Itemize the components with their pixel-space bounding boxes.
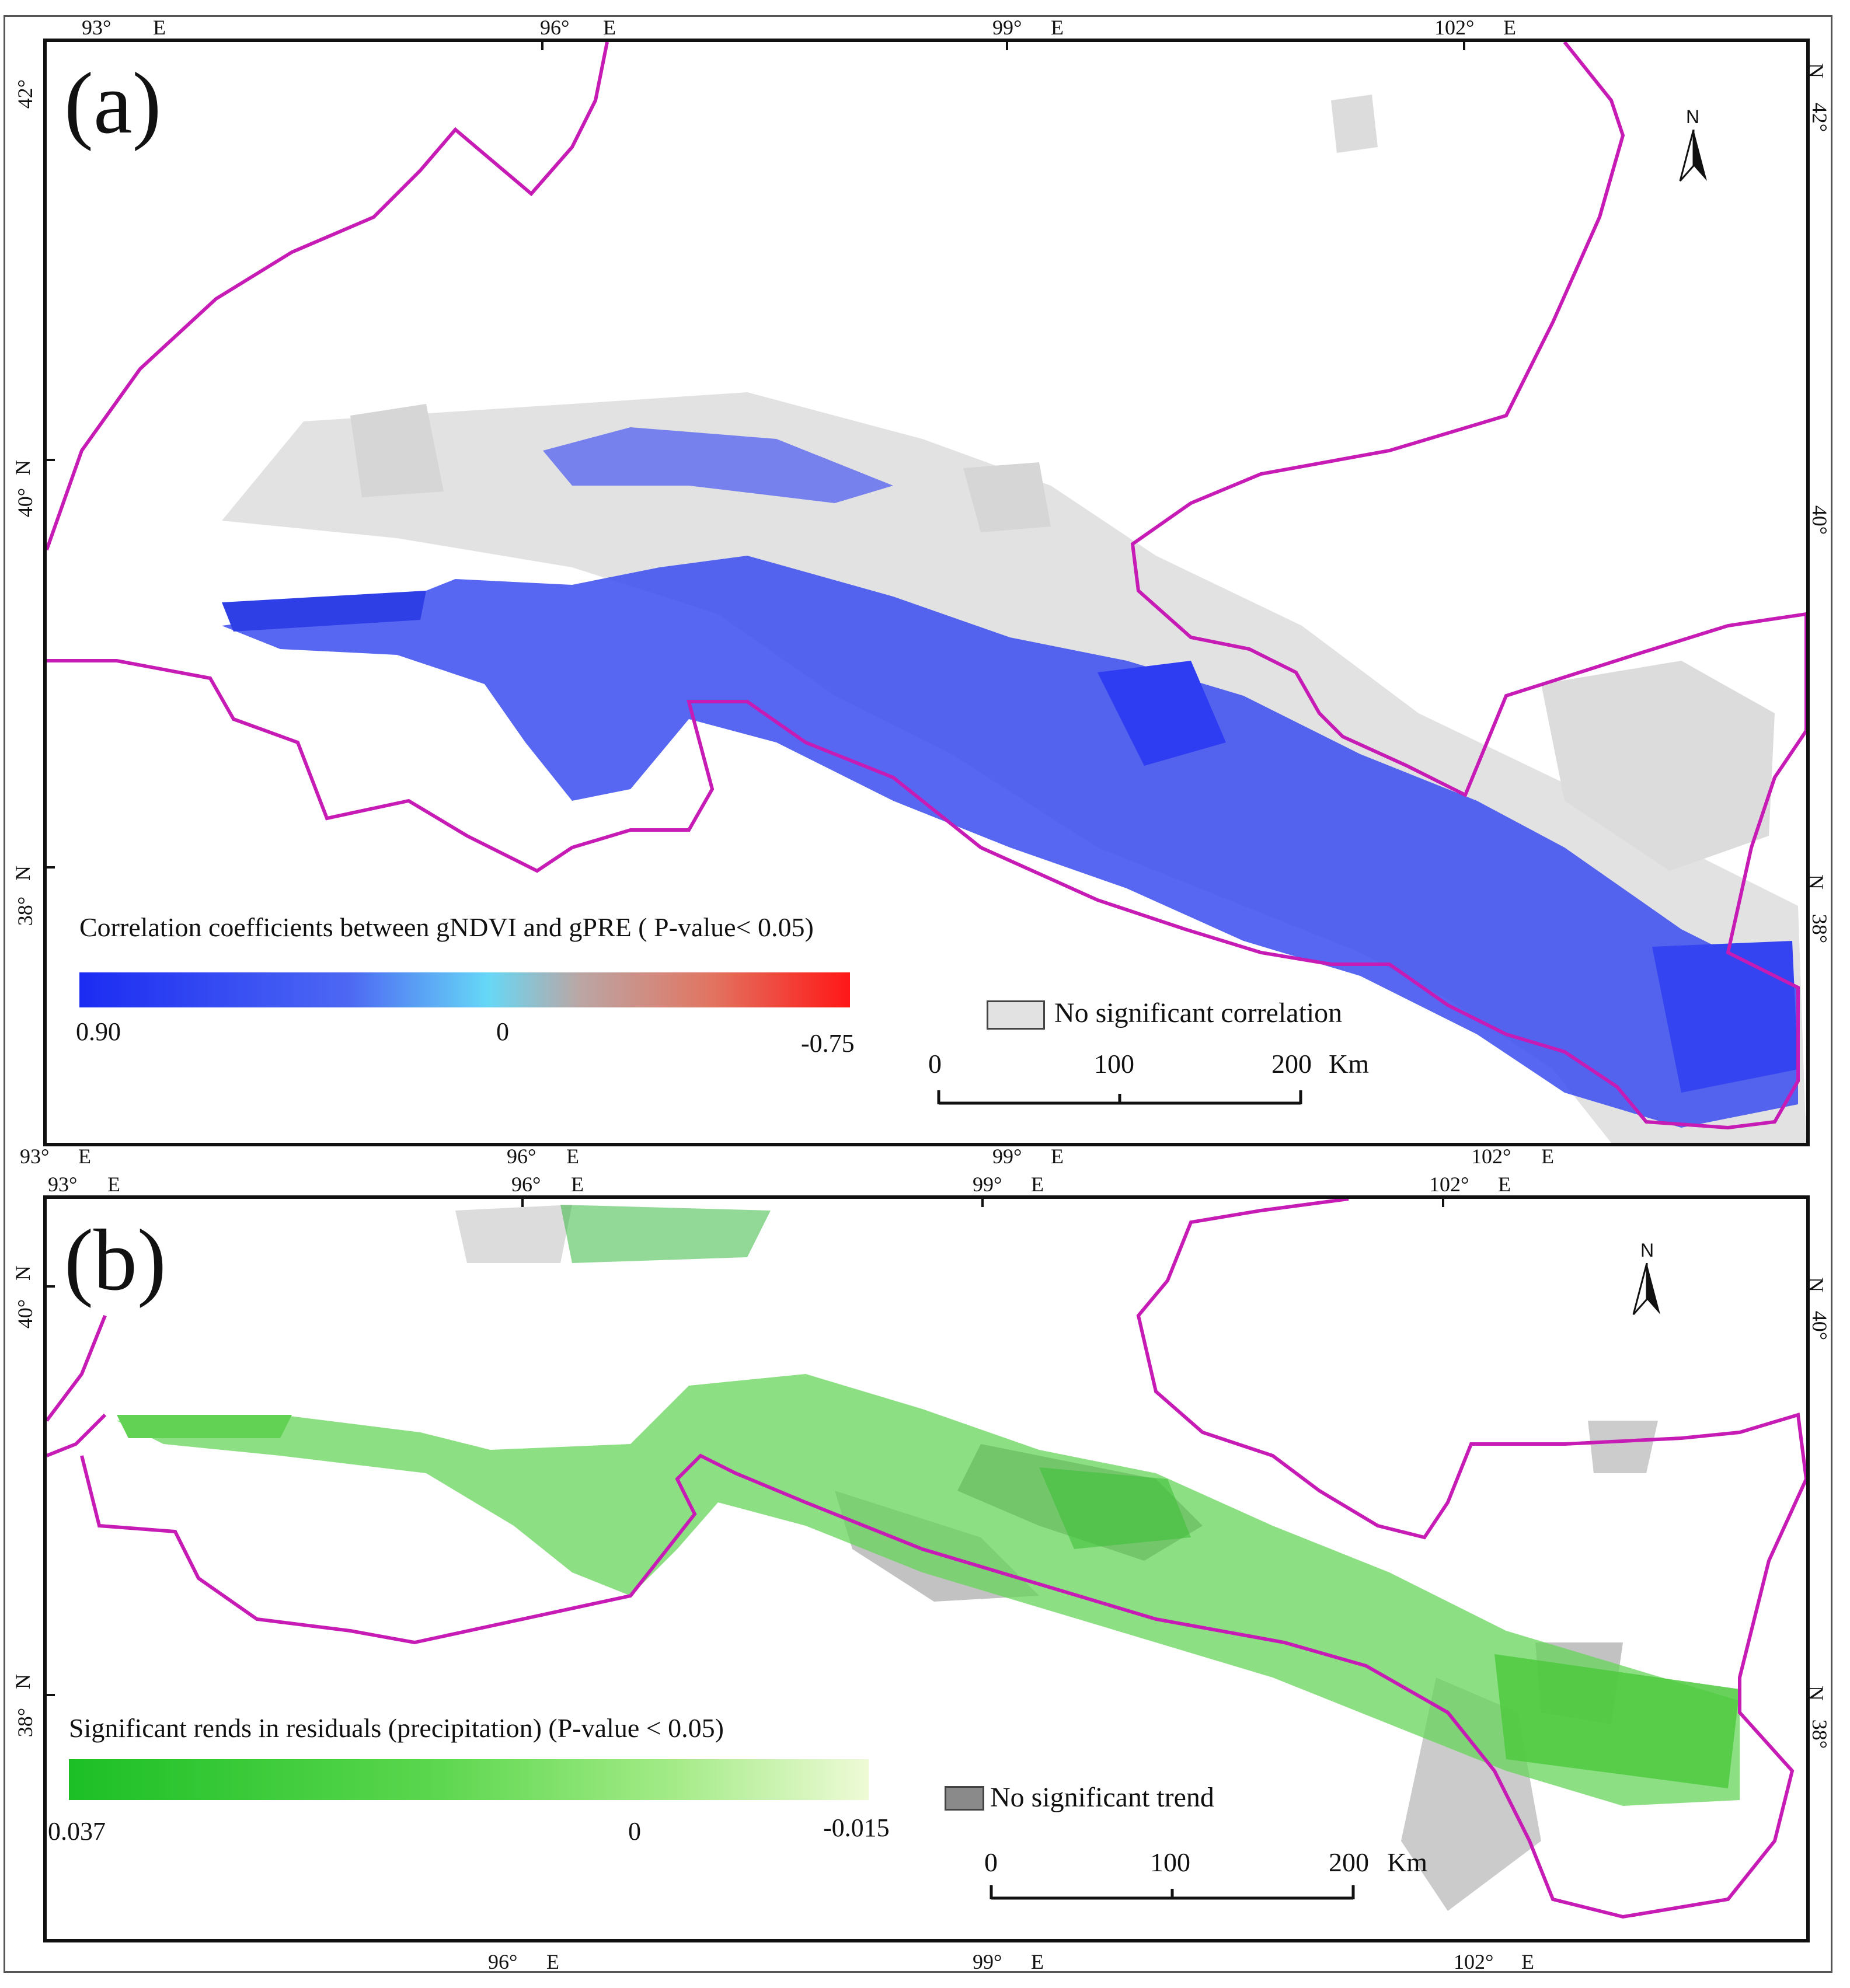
lon-tick-96: 96° bbox=[507, 1145, 536, 1168]
legend-title-a: Correlation coefficients between gNDVI a… bbox=[79, 912, 814, 942]
lat-tick-38: 38° bbox=[13, 1707, 37, 1738]
lon-tick-99-e: E bbox=[1031, 1173, 1044, 1196]
lat-tick-40: 40° bbox=[13, 487, 37, 518]
lat-tick-n: N bbox=[11, 866, 34, 881]
panel-label-b: (b) bbox=[64, 1212, 166, 1309]
correlation-area bbox=[222, 427, 1798, 1128]
lat-tick-38: 38° bbox=[13, 896, 37, 926]
lon-tick-99: 99° bbox=[973, 1950, 1002, 1973]
lon-tick-96: 96° bbox=[540, 16, 570, 39]
lon-tick-93: 93° bbox=[20, 1145, 50, 1168]
lon-tick-99: 99° bbox=[973, 1173, 1002, 1196]
ramp-min-a: 0.90 bbox=[76, 1017, 121, 1046]
north-arrow-icon bbox=[1679, 130, 1707, 182]
no-sig-swatch-b bbox=[945, 1786, 984, 1811]
lat-tick-n: N bbox=[11, 1674, 34, 1689]
lat-tick-40: 40° bbox=[1808, 505, 1832, 535]
color-ramp-a bbox=[79, 972, 850, 1007]
scale-unit-a: Km bbox=[1329, 1049, 1369, 1079]
scale-label-0-b: 0 bbox=[984, 1847, 998, 1877]
lon-tick-99: 99° bbox=[992, 1145, 1022, 1168]
scale-label-0-a: 0 bbox=[928, 1049, 942, 1079]
north-label: N bbox=[1686, 106, 1700, 127]
north-arrow-icon bbox=[1632, 1263, 1660, 1315]
scale-bar-b bbox=[990, 1885, 1355, 1900]
lon-tick-102: 102° bbox=[1454, 1950, 1494, 1973]
scale-bar-a bbox=[937, 1090, 1302, 1105]
lon-tick-99-e: E bbox=[1031, 1950, 1044, 1973]
lat-tick-42: 42° bbox=[1808, 102, 1832, 132]
scale-label-100-a: 100 bbox=[1094, 1049, 1134, 1079]
no-sig-label-b: No significant trend bbox=[990, 1782, 1214, 1813]
study-area-boundary bbox=[47, 42, 1806, 1130]
study-area-boundary bbox=[47, 1199, 1806, 1919]
lat-tick-n: N bbox=[11, 460, 34, 475]
lon-tick-102-e: E bbox=[1503, 16, 1516, 39]
lon-tick-93: 93° bbox=[48, 1173, 78, 1196]
lon-tick-93-e: E bbox=[153, 16, 166, 39]
north-label: N bbox=[1640, 1240, 1654, 1261]
lat-tick-40: 40° bbox=[1808, 1310, 1832, 1341]
significant-trend-area bbox=[117, 1205, 1740, 1806]
panel-label-a: (a) bbox=[64, 55, 162, 152]
scale-unit-b: Km bbox=[1387, 1847, 1427, 1877]
lon-tick-96-e: E bbox=[566, 1145, 579, 1168]
no-sig-swatch-a bbox=[987, 1000, 1045, 1030]
lat-tick-38: 38° bbox=[1808, 1719, 1832, 1749]
figure-frame bbox=[4, 15, 1832, 1973]
lat-tick-n: N bbox=[11, 1265, 34, 1281]
ramp-mid-a: 0 bbox=[496, 1017, 509, 1046]
color-ramp-b bbox=[69, 1759, 869, 1800]
lon-tick-96: 96° bbox=[511, 1173, 541, 1196]
lon-tick-99-e: E bbox=[1051, 1145, 1064, 1168]
map-panel-a: (a) N Correlation coefficients between g… bbox=[43, 39, 1810, 1146]
lon-tick-102: 102° bbox=[1471, 1145, 1511, 1168]
lon-tick-99-e: E bbox=[1051, 16, 1064, 39]
ramp-mid-b: 0 bbox=[628, 1817, 641, 1846]
lon-tick-96-e: E bbox=[571, 1173, 584, 1196]
map-panel-b: (b) N Significant rends in residuals (pr… bbox=[43, 1195, 1810, 1942]
lat-tick-38: 38° bbox=[1808, 913, 1832, 944]
ramp-min-b: 0.037 bbox=[48, 1817, 106, 1846]
scale-label-100-b: 100 bbox=[1150, 1847, 1190, 1877]
scale-label-200-b: 200 bbox=[1329, 1847, 1369, 1877]
lon-tick-96-e: E bbox=[603, 16, 616, 39]
ramp-max-a: -0.75 bbox=[801, 1029, 855, 1058]
lon-tick-96: 96° bbox=[488, 1950, 518, 1973]
lon-tick-93-e: E bbox=[107, 1173, 120, 1196]
graticule-ticks bbox=[47, 1199, 1444, 1696]
lon-tick-96-e: E bbox=[546, 1950, 559, 1973]
map-a-canvas bbox=[47, 42, 1806, 1143]
lat-tick-42: 42° bbox=[13, 79, 37, 109]
ramp-max-b: -0.015 bbox=[823, 1813, 890, 1842]
lon-tick-99: 99° bbox=[992, 16, 1022, 39]
legend-title-b: Significant rends in residuals (precipit… bbox=[69, 1713, 724, 1743]
lon-tick-102-e: E bbox=[1521, 1950, 1534, 1973]
lon-tick-93: 93° bbox=[82, 16, 112, 39]
no-sig-label-a: No significant correlation bbox=[1054, 998, 1343, 1028]
lon-tick-102-e: E bbox=[1498, 1173, 1511, 1196]
map-b-canvas bbox=[47, 1199, 1806, 1919]
graticule-ticks bbox=[47, 42, 1465, 869]
lon-tick-93-e: E bbox=[78, 1145, 91, 1168]
lon-tick-102-e: E bbox=[1541, 1145, 1554, 1168]
lon-tick-102: 102° bbox=[1429, 1173, 1469, 1196]
scale-label-200-a: 200 bbox=[1271, 1049, 1312, 1079]
lon-tick-102: 102° bbox=[1434, 16, 1475, 39]
lat-tick-40: 40° bbox=[13, 1299, 37, 1329]
